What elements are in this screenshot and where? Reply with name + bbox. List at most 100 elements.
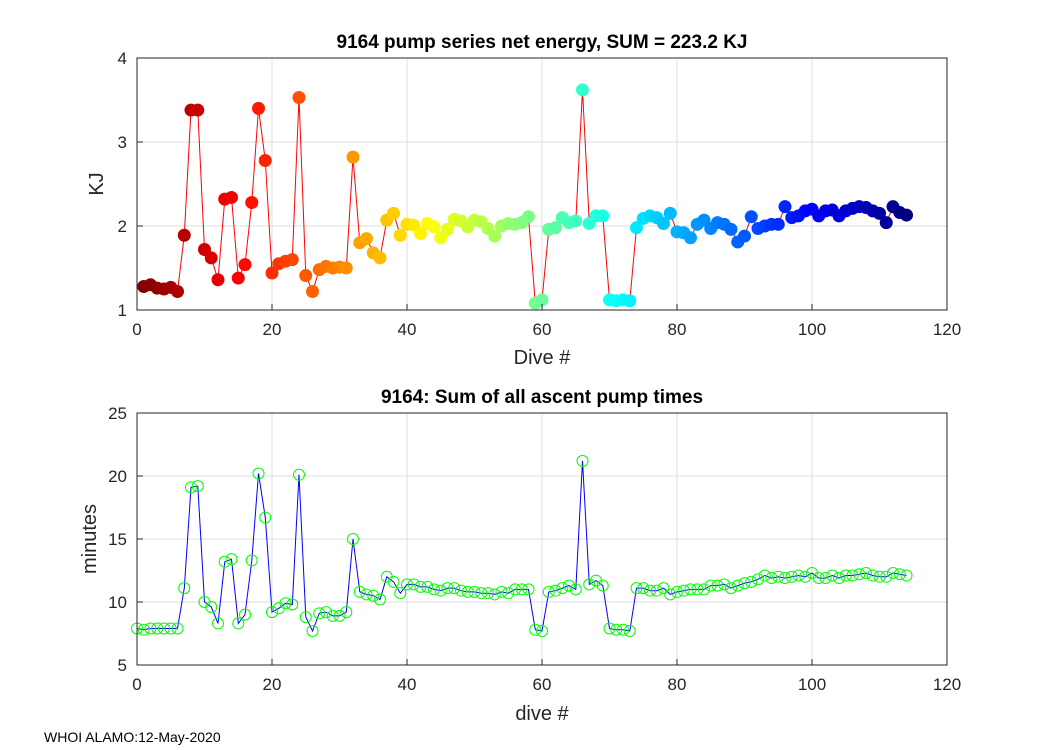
y-tick-label: 20	[108, 467, 127, 486]
data-point	[630, 221, 643, 235]
y-tick-label: 2	[118, 217, 127, 236]
data-point	[576, 454, 589, 467]
pump-time-series-line	[136, 460, 907, 633]
footer-credit: WHOI ALAMO:12-May-2020	[44, 729, 221, 745]
data-point	[812, 572, 825, 585]
data-point	[711, 579, 724, 592]
data-point	[144, 622, 157, 635]
data-point	[252, 467, 265, 480]
data-point	[171, 622, 184, 635]
data-point	[421, 580, 434, 593]
data-point	[441, 582, 454, 595]
data-point	[583, 578, 596, 591]
data-point	[441, 222, 454, 236]
data-point	[231, 271, 245, 285]
data-point	[846, 569, 859, 582]
data-point	[455, 584, 467, 597]
data-point	[401, 578, 413, 591]
y-tick-label: 25	[108, 404, 127, 423]
x-tick-label: 0	[132, 675, 141, 694]
pump-time-xlabel: dive #	[515, 703, 569, 725]
data-point	[346, 150, 360, 164]
data-point	[758, 569, 771, 582]
data-point	[778, 200, 792, 214]
data-point	[394, 587, 407, 600]
data-point	[536, 624, 548, 637]
data-point	[212, 617, 224, 630]
data-point	[326, 609, 339, 622]
data-point	[731, 579, 744, 592]
data-point	[542, 585, 555, 598]
data-point	[509, 583, 521, 596]
energy-ticks: 0 20 40 60 80 100 120 1 2 3 4	[118, 49, 962, 339]
data-point	[522, 210, 535, 224]
energy-ylabel: KJ	[86, 172, 108, 195]
data-point	[745, 575, 758, 588]
data-point	[826, 569, 839, 582]
y-tick-label: 5	[118, 656, 127, 675]
data-point	[259, 511, 272, 524]
data-point	[866, 569, 879, 582]
data-point	[339, 261, 353, 275]
data-point	[353, 585, 366, 598]
data-point	[488, 588, 501, 601]
data-point	[265, 266, 279, 280]
data-point	[671, 585, 683, 598]
data-point	[360, 588, 373, 601]
data-point	[657, 582, 670, 595]
data-point	[427, 220, 441, 234]
data-point	[664, 588, 677, 601]
y-tick-label: 1	[118, 301, 127, 320]
data-point	[502, 587, 515, 600]
y-tick-label: 3	[118, 133, 127, 152]
data-point	[191, 480, 204, 493]
energy-title: 9164 pump series net energy, SUM = 223.2…	[337, 32, 748, 53]
data-point	[488, 229, 502, 243]
data-point	[151, 622, 164, 635]
data-point	[414, 227, 427, 241]
data-point	[563, 579, 575, 592]
data-point	[663, 206, 677, 220]
data-point	[704, 579, 717, 592]
data-point	[205, 601, 218, 614]
data-point	[374, 593, 386, 606]
data-point	[333, 609, 346, 622]
data-point	[387, 206, 400, 220]
data-point	[347, 533, 359, 545]
data-point	[718, 578, 731, 591]
energy-series-markers	[137, 83, 913, 310]
x-tick-label: 40	[398, 320, 417, 339]
data-point	[684, 583, 697, 596]
x-tick-label: 20	[263, 675, 282, 694]
data-point	[630, 582, 643, 595]
data-point	[900, 569, 913, 582]
data-point	[880, 570, 893, 583]
data-point	[177, 228, 191, 242]
data-point	[434, 584, 447, 597]
energy-xlabel: Dive #	[514, 347, 572, 369]
data-point	[204, 251, 218, 265]
data-point	[617, 623, 629, 636]
data-point	[610, 623, 623, 636]
data-point	[772, 570, 785, 583]
data-point	[252, 101, 265, 115]
data-point	[879, 216, 893, 230]
data-point	[515, 583, 528, 596]
data-point	[752, 573, 764, 586]
pump-time-plot: 0 20 40 60 80 100 120 5 10 15 20 25 9164: Sum of al…	[79, 387, 961, 725]
energy-plot: 0 20 40 60 80 100 120 1 2 3 4 9164 pump series net…	[86, 32, 961, 369]
data-point	[684, 231, 697, 245]
x-tick-label: 80	[668, 675, 687, 694]
data-point	[293, 468, 305, 481]
data-point	[785, 570, 798, 583]
data-point	[623, 294, 637, 308]
data-point	[171, 285, 184, 299]
data-point	[765, 572, 778, 585]
x-tick-label: 80	[668, 320, 687, 339]
x-tick-label: 60	[533, 320, 552, 339]
x-tick-label: 40	[398, 675, 417, 694]
data-point	[225, 553, 238, 566]
data-point	[393, 228, 407, 242]
x-tick-label: 120	[933, 320, 961, 339]
data-point	[468, 585, 481, 598]
